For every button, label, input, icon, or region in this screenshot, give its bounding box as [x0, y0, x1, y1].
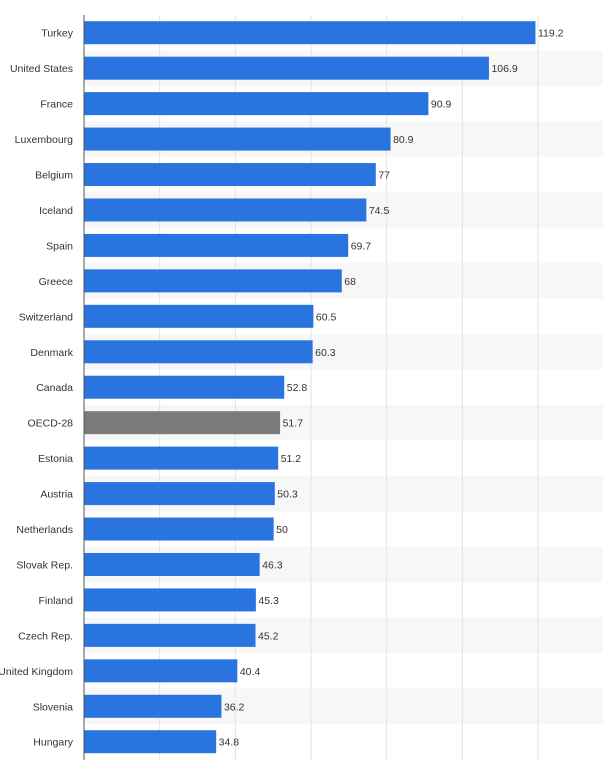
category-label: Slovenia	[33, 701, 73, 713]
category-label: Slovak Rep.	[16, 559, 73, 571]
category-label: Spain	[46, 240, 73, 252]
value-label: 40.4	[240, 666, 261, 678]
bar-france	[84, 92, 429, 116]
bar-estonia	[84, 446, 279, 470]
value-label: 51.2	[281, 453, 302, 465]
value-label: 45.2	[258, 630, 279, 642]
category-label: Greece	[39, 276, 74, 288]
category-label: Denmark	[30, 347, 73, 359]
value-label: 77	[378, 170, 390, 182]
value-label: 60.5	[316, 311, 337, 323]
category-label: Netherlands	[16, 524, 73, 536]
value-label: 34.8	[219, 737, 240, 749]
bar-spain	[84, 233, 349, 257]
bar-switzerland	[84, 304, 314, 328]
bars	[84, 21, 536, 754]
category-label: Luxembourg	[15, 134, 74, 146]
value-label: 80.9	[393, 134, 414, 146]
category-label: Canada	[36, 382, 73, 394]
value-label: 90.9	[431, 99, 452, 111]
value-label: 69.7	[351, 240, 372, 252]
value-label: 52.8	[287, 382, 308, 394]
value-label: 106.9	[491, 63, 517, 75]
category-label: Estonia	[38, 453, 73, 465]
bar-oecd-28	[84, 411, 281, 435]
category-label: United States	[10, 63, 73, 75]
bar-turkey	[84, 21, 536, 45]
value-label: 60.3	[315, 347, 336, 359]
value-label: 45.3	[258, 595, 279, 607]
bar-austria	[84, 482, 275, 506]
value-label: 50.3	[277, 489, 298, 501]
bar-czech-rep-	[84, 623, 256, 647]
category-label: Turkey	[41, 28, 73, 40]
bar-united-kingdom	[84, 659, 238, 683]
value-label: 36.2	[224, 701, 245, 713]
value-label: 119.2	[538, 28, 564, 40]
category-label: Iceland	[39, 205, 73, 217]
bar-hungary	[84, 730, 217, 754]
bar-united-states	[84, 56, 489, 80]
category-label: France	[40, 99, 73, 111]
bar-canada	[84, 375, 285, 399]
category-label: Finland	[39, 595, 74, 607]
bar-denmark	[84, 340, 313, 364]
category-label: Austria	[40, 489, 73, 501]
bar-netherlands	[84, 517, 274, 541]
bar-slovak-rep-	[84, 552, 260, 576]
bar-slovenia	[84, 694, 222, 718]
category-label: Belgium	[35, 170, 73, 182]
category-label: United Kingdom	[0, 666, 73, 678]
value-label: 46.3	[262, 559, 283, 571]
bar-belgium	[84, 163, 376, 187]
value-label: 74.5	[369, 205, 390, 217]
category-label: OECD-28	[27, 418, 73, 430]
category-labels: Turkey United States France Luxembourg Belgi…	[0, 28, 74, 749]
bar-finland	[84, 588, 256, 612]
bar-iceland	[84, 198, 367, 222]
bar-luxembourg	[84, 127, 391, 151]
category-label: Switzerland	[19, 311, 73, 323]
value-labels: 119.2 106.9 90.9 80.9 77 74.5 69.7 68 60.5 60.3 52…	[219, 28, 564, 749]
category-label: Hungary	[33, 737, 73, 749]
value-label: 51.7	[283, 418, 304, 430]
value-label: 68	[344, 276, 356, 288]
category-label: Czech Rep.	[18, 630, 73, 642]
value-label: 50	[276, 524, 288, 536]
bar-greece	[84, 269, 342, 293]
